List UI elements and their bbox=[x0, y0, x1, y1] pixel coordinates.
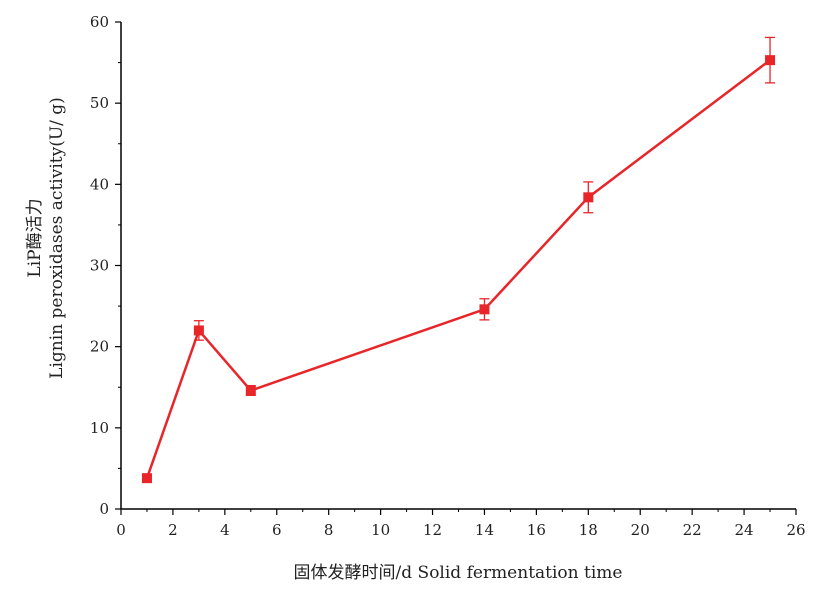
y-tick-label: 0 bbox=[99, 500, 109, 518]
x-tick-label: 24 bbox=[735, 521, 754, 539]
y-axis-label-line2: Lignin peroxidases activity(U/ g) bbox=[47, 97, 67, 379]
x-tick-label: 8 bbox=[324, 521, 334, 539]
y-tick-label: 60 bbox=[90, 13, 109, 31]
data-point bbox=[193, 325, 204, 336]
y-tick-label: 10 bbox=[90, 419, 109, 437]
x-tick-label: 12 bbox=[423, 521, 442, 539]
x-tick-label: 4 bbox=[220, 521, 230, 539]
data-point bbox=[245, 385, 256, 396]
x-tick-label: 6 bbox=[272, 521, 282, 539]
data-point bbox=[479, 304, 490, 315]
x-tick-label: 22 bbox=[683, 521, 702, 539]
data-point bbox=[765, 55, 776, 66]
y-tick-label: 20 bbox=[90, 338, 109, 356]
data-point bbox=[141, 473, 152, 484]
x-ticks: 0 2 4 6 8 10 12 14 16 18 20 22 24 26 bbox=[116, 509, 806, 539]
x-tick-label: 0 bbox=[116, 521, 126, 539]
x-tick-label: 18 bbox=[579, 521, 598, 539]
y-tick-label: 50 bbox=[90, 94, 109, 112]
x-tick-label: 2 bbox=[168, 521, 178, 539]
x-tick-label: 14 bbox=[475, 521, 494, 539]
x-tick-label: 26 bbox=[786, 521, 805, 539]
y-axis-label-line1: LiP酶活力 bbox=[25, 198, 45, 277]
axes bbox=[120, 22, 796, 510]
x-axis-label: 固体发酵时间/d Solid fermentation time bbox=[294, 563, 623, 583]
x-tick-label: 20 bbox=[631, 521, 650, 539]
series-layer bbox=[141, 36, 776, 484]
data-point bbox=[583, 192, 594, 203]
y-ticks: 0 10 20 30 40 50 60 bbox=[90, 13, 121, 518]
series-line bbox=[145, 59, 771, 479]
y-tick-label: 40 bbox=[90, 175, 109, 193]
x-tick-label: 16 bbox=[527, 521, 546, 539]
y-tick-label: 30 bbox=[90, 257, 109, 275]
x-tick-label: 10 bbox=[371, 521, 390, 539]
